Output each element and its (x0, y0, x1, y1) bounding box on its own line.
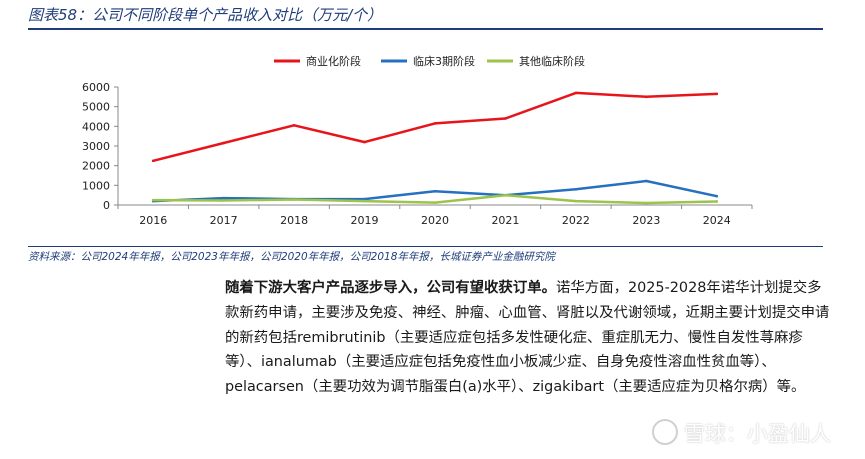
line-chart: 商业化阶段 临床3期阶段 其他临床阶段 0 1000 2000 3000 4000 5000 6… (82, 54, 753, 227)
x-tick-label: 2018 (280, 214, 308, 227)
data-point (715, 92, 719, 96)
chart-series (151, 91, 719, 205)
data-point (151, 198, 155, 202)
data-point (645, 201, 648, 205)
x-tick-label: 2019 (351, 214, 379, 227)
chart-legend: 商业化阶段 临床3期阶段 其他临床阶段 (274, 54, 585, 68)
data-point (715, 200, 719, 203)
figure-source: 资料来源：公司2024年年报，公司2023年年报，公司2020年年报，公司201… (28, 251, 555, 263)
x-tick-label: 2017 (210, 214, 238, 227)
source-rule (28, 246, 823, 247)
data-point (433, 122, 437, 125)
y-tick-label: 0 (103, 199, 110, 212)
data-point (574, 91, 578, 95)
y-tick-label: 2000 (82, 160, 110, 173)
chart-axes: 0 1000 2000 3000 4000 5000 6000 2016 2017 2018 201… (82, 81, 753, 227)
x-tick-label: 2016 (139, 214, 167, 227)
data-point (363, 140, 366, 144)
data-point (222, 141, 225, 145)
legend-label: 临床3期阶段 (413, 54, 475, 68)
data-point (222, 199, 225, 202)
watermark-text: 雪球：小盈仙人 (684, 422, 831, 446)
y-tick-label: 5000 (82, 101, 110, 114)
body-paragraph: 随着下游大客户产品逐步导入，公司有望收获订单。诺华方面，2025-2028年诺华… (225, 276, 830, 400)
data-point (433, 201, 437, 204)
watermark: 雪球：小盈仙人 (652, 418, 831, 448)
data-point (574, 187, 578, 191)
y-tick-label: 3000 (82, 140, 110, 153)
snowball-logo-icon (652, 419, 678, 445)
data-point (292, 124, 296, 127)
data-point (433, 189, 437, 193)
x-tick-label: 2021 (491, 214, 519, 227)
body-lead: 随着下游大客户产品逐步导入，公司有望收获订单。 (225, 280, 556, 296)
legend-label: 其他临床阶段 (519, 54, 585, 68)
data-point (574, 199, 578, 203)
x-tick-label: 2022 (562, 214, 590, 227)
y-tick-label: 1000 (82, 179, 110, 192)
x-tick-label: 2024 (703, 214, 731, 227)
y-tick-label: 6000 (82, 81, 110, 94)
data-point (715, 194, 719, 198)
data-point (504, 117, 507, 120)
body-text: 诺华方面，2025-2028年诺华计划提交多款新药申请，主要涉及免疫、神经、肿瘤… (225, 280, 830, 396)
data-point (504, 193, 507, 197)
legend-label: 商业化阶段 (306, 54, 361, 68)
data-point (292, 198, 296, 201)
data-point (363, 199, 366, 203)
data-point (645, 179, 648, 183)
data-point (363, 197, 366, 201)
title-rule (28, 28, 823, 30)
data-point (645, 95, 648, 99)
y-tick-label: 4000 (82, 120, 110, 133)
data-point (222, 196, 225, 200)
figure-title: 图表58：公司不同阶段单个产品收入对比（万元/个） (28, 6, 383, 24)
x-tick-label: 2020 (421, 214, 449, 227)
data-point (151, 159, 155, 163)
series-line-1 (151, 91, 719, 163)
x-tick-label: 2023 (632, 214, 660, 227)
